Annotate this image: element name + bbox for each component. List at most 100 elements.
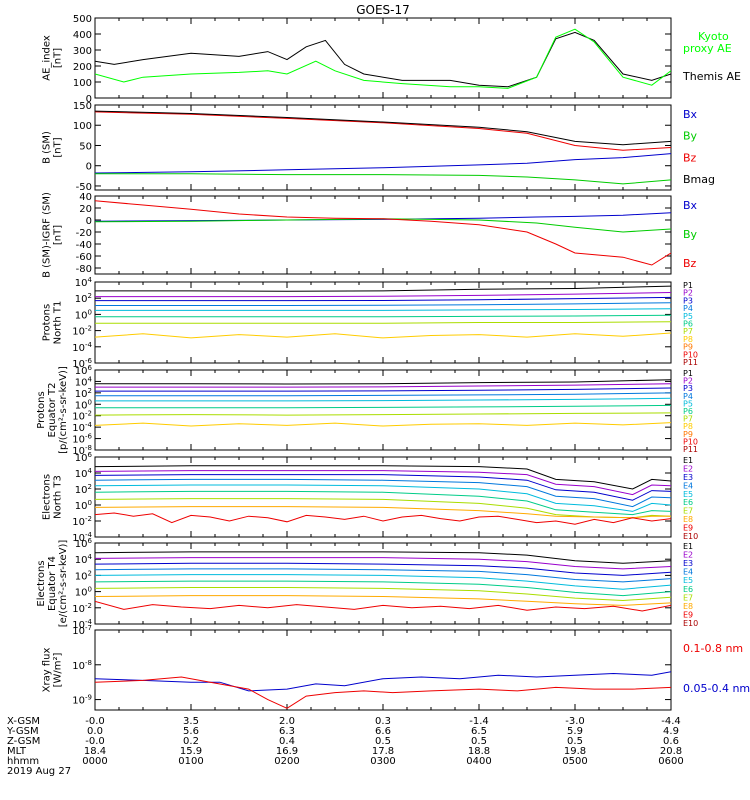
series-line-2 — [95, 557, 671, 570]
panel-xray: 10-7 10-8 10-9 Xray flux [W/m²] 0.1-0.8 nm 0.0… — [42, 624, 750, 711]
series-group — [95, 671, 671, 709]
series-group — [95, 551, 671, 612]
y-tick-label: 10-2 — [72, 602, 92, 615]
y-tick-label: 0 — [86, 216, 92, 227]
series-group — [95, 285, 671, 339]
series-line-2 — [95, 470, 671, 496]
panel-pn: 104 102 100 10-2 10-4 10-6 Protons North T1 P1P2… — [42, 276, 699, 370]
series-line-1 — [95, 551, 671, 564]
x-row-label: MLT — [7, 746, 27, 757]
series-line-1 — [95, 153, 671, 174]
x-row-value: 0500 — [562, 756, 587, 767]
x-row-value: 5.6 — [183, 726, 199, 737]
legend-entry: E2 — [683, 464, 693, 473]
series-line-2 — [95, 28, 671, 89]
y-axis-label: Equator T4 — [47, 556, 58, 611]
legend-entry: E6 — [683, 585, 693, 594]
y-tick-label: -60 — [76, 252, 92, 263]
legend-entry: P2 — [683, 289, 693, 298]
legend-entry: 0.05-0.4 nm — [683, 682, 750, 695]
legend-entry: E10 — [683, 532, 698, 541]
y-axis-label: Protons — [36, 391, 47, 428]
y-tick-label: 10-6 — [72, 433, 92, 446]
series-line-3 — [95, 474, 671, 501]
series-line-3 — [95, 387, 671, 392]
y-axis-label: [nT] — [53, 48, 64, 68]
y-axis-label: North T3 — [53, 475, 64, 519]
y-tick-label: 10-7 — [72, 624, 92, 637]
legend-entry: P5 — [683, 312, 693, 321]
series-line-5 — [95, 484, 671, 512]
series-line-6 — [95, 314, 671, 318]
y-tick-label: 100 — [75, 499, 92, 512]
x-row-value: 0.5 — [567, 736, 583, 747]
y-tick-label: 50 — [79, 141, 92, 152]
legend-entry: Bz — [683, 257, 697, 270]
series-line-8 — [95, 422, 671, 427]
series-line-1 — [95, 379, 671, 385]
legend-entry: E1 — [683, 456, 693, 465]
x-row-value: -4.4 — [661, 716, 681, 727]
series-group — [95, 465, 671, 525]
series-line-3 — [95, 296, 671, 302]
y-tick-label: 10-4 — [72, 531, 92, 544]
figure-title: GOES-17 — [356, 3, 410, 17]
y-tick-label: 20 — [79, 204, 92, 215]
legend-entry: P3 — [683, 384, 693, 393]
series-line-9 — [95, 600, 671, 612]
y-tick-label: 0 — [86, 162, 92, 173]
y-tick-label: 10-2 — [72, 410, 92, 423]
y-tick-label: 10-8 — [72, 659, 92, 672]
x-row-value: 0600 — [658, 756, 683, 767]
y-axis-label: Xray flux — [42, 648, 53, 693]
legend-entry: Bx — [683, 108, 698, 121]
series-line-3 — [95, 562, 671, 576]
series-line-6 — [95, 490, 671, 516]
x-row-value: 15.9 — [180, 746, 202, 757]
y-tick-label: 102 — [75, 483, 92, 496]
series-line-5 — [95, 397, 671, 402]
legend-entry: P4 — [683, 304, 693, 313]
legend-entry: P4 — [683, 392, 693, 401]
series-line-8 — [95, 332, 671, 339]
legend-entry: proxy AE — [683, 42, 732, 55]
series-line-7 — [95, 321, 671, 324]
x-row-value: -0.0 — [85, 736, 105, 747]
legend-entry: E1 — [683, 542, 693, 551]
x-row-label: hhmm — [7, 756, 39, 767]
y-axis-label: [nT] — [53, 137, 64, 157]
series-line-4 — [95, 302, 671, 306]
x-row-value: 0.0 — [87, 726, 103, 737]
series-line-7 — [95, 412, 671, 416]
y-tick-label: 102 — [75, 569, 92, 582]
x-row-value: 3.5 — [183, 716, 199, 727]
y-tick-label: 100 — [75, 308, 92, 321]
y-tick-label: 150 — [73, 101, 92, 112]
legend-entry: P7 — [683, 415, 693, 424]
legend-entry: Bz — [683, 151, 697, 164]
y-tick-label: 104 — [75, 375, 93, 388]
legend-entry: Bx — [683, 199, 698, 212]
x-row-value: 0000 — [82, 756, 107, 767]
y-axis-label: [p/(cm²-s-sr-keV)] — [58, 366, 69, 454]
legend-entry: P10 — [683, 350, 698, 359]
legend-entry: P1 — [683, 281, 693, 290]
y-tick-label: 104 — [75, 276, 93, 289]
x-row-value: 18.4 — [84, 746, 106, 757]
panel-bsm: -50 0 50 100 150 B (SM) [nT] Bx By Bz Bmag — [42, 101, 716, 193]
series-line-3 — [95, 200, 671, 266]
legend-entry: Kyoto — [698, 30, 729, 43]
legend-entry: P9 — [683, 430, 693, 439]
y-tick-label: 102 — [75, 292, 92, 305]
x-row-value: 0.5 — [471, 736, 487, 747]
legend-entry: E9 — [683, 610, 693, 619]
x-row-value: 4.9 — [663, 726, 679, 737]
panel-ee: 106 104 102 100 10-2 10-4 Electrons Equator T4[… — [36, 537, 698, 631]
x-row-value: -1.4 — [469, 716, 489, 727]
y-axis-label: Protons — [42, 304, 53, 341]
y-axis-label: [W/m²] — [53, 652, 64, 687]
legend-entry: E4 — [683, 568, 693, 577]
